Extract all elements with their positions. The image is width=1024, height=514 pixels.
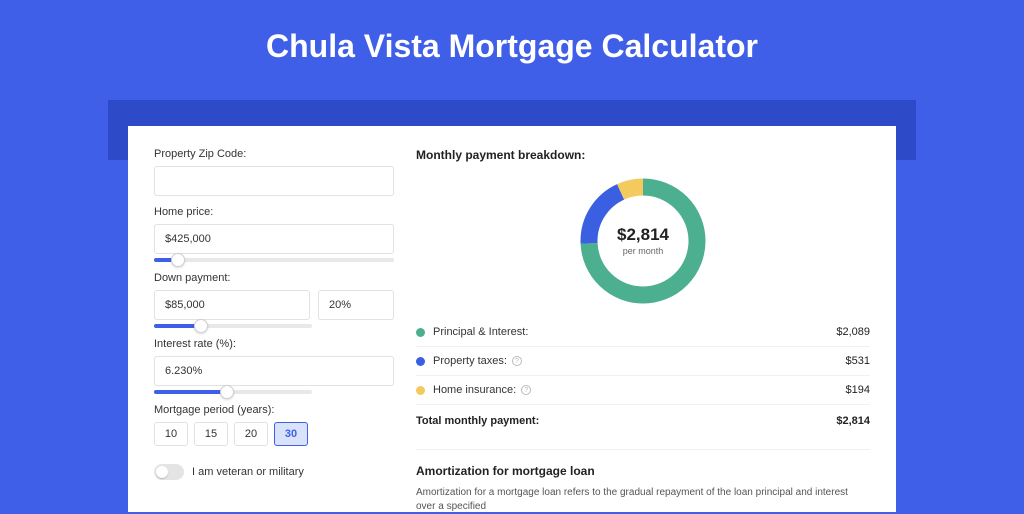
donut-chart-wrap: $2,814 per month — [416, 172, 870, 318]
slider-thumb[interactable] — [220, 385, 234, 399]
home-price-slider[interactable] — [154, 258, 394, 262]
donut-center-amount: $2,814 — [617, 225, 669, 245]
legend-value: $194 — [846, 384, 870, 396]
donut-chart: $2,814 per month — [580, 178, 706, 304]
breakdown-column: Monthly payment breakdown: $2,814 per mo… — [416, 148, 870, 512]
legend-row: Property taxes:?$531 — [416, 346, 870, 375]
legend-dot — [416, 328, 425, 337]
legend-label: Home insurance:? — [433, 384, 846, 396]
home-price-label: Home price: — [154, 206, 394, 218]
slider-fill — [154, 390, 227, 394]
legend-value: $2,089 — [836, 326, 870, 338]
legend-dot — [416, 357, 425, 366]
period-options: 10152030 — [154, 422, 394, 446]
total-value: $2,814 — [836, 415, 870, 427]
period-label: Mortgage period (years): — [154, 404, 394, 416]
amortization-title: Amortization for mortgage loan — [416, 464, 870, 478]
total-label: Total monthly payment: — [416, 415, 836, 427]
amortization-text: Amortization for a mortgage loan refers … — [416, 486, 870, 514]
period-option-15[interactable]: 15 — [194, 422, 228, 446]
legend-row: Principal & Interest:$2,089 — [416, 318, 870, 346]
down-payment-pct-input[interactable] — [318, 290, 394, 320]
slider-thumb[interactable] — [171, 253, 185, 267]
down-payment-label: Down payment: — [154, 272, 394, 284]
info-icon[interactable]: ? — [521, 385, 531, 395]
down-payment-slider[interactable] — [154, 324, 312, 328]
amortization-block: Amortization for mortgage loan Amortizat… — [416, 449, 870, 514]
slider-thumb[interactable] — [194, 319, 208, 333]
legend-row: Home insurance:?$194 — [416, 375, 870, 404]
info-icon[interactable]: ? — [512, 356, 522, 366]
veteran-label: I am veteran or military — [192, 466, 304, 478]
zip-input[interactable] — [154, 166, 394, 196]
total-row: Total monthly payment: $2,814 — [416, 404, 870, 439]
breakdown-title: Monthly payment breakdown: — [416, 148, 870, 162]
legend-label: Property taxes:? — [433, 355, 846, 367]
donut-center-sub: per month — [617, 246, 669, 256]
veteran-toggle[interactable] — [154, 464, 184, 480]
legend-label: Principal & Interest: — [433, 326, 836, 338]
form-column: Property Zip Code: Home price: Down paym… — [154, 148, 394, 512]
legend-value: $531 — [846, 355, 870, 367]
interest-rate-label: Interest rate (%): — [154, 338, 394, 350]
page-title: Chula Vista Mortgage Calculator — [0, 0, 1024, 83]
period-option-30[interactable]: 30 — [274, 422, 308, 446]
interest-rate-slider[interactable] — [154, 390, 312, 394]
home-price-input[interactable] — [154, 224, 394, 254]
legend-dot — [416, 386, 425, 395]
period-option-20[interactable]: 20 — [234, 422, 268, 446]
legend-list: Principal & Interest:$2,089Property taxe… — [416, 318, 870, 404]
interest-rate-input[interactable] — [154, 356, 394, 386]
period-option-10[interactable]: 10 — [154, 422, 188, 446]
calculator-card: Property Zip Code: Home price: Down paym… — [128, 126, 896, 512]
zip-label: Property Zip Code: — [154, 148, 394, 160]
down-payment-input[interactable] — [154, 290, 310, 320]
